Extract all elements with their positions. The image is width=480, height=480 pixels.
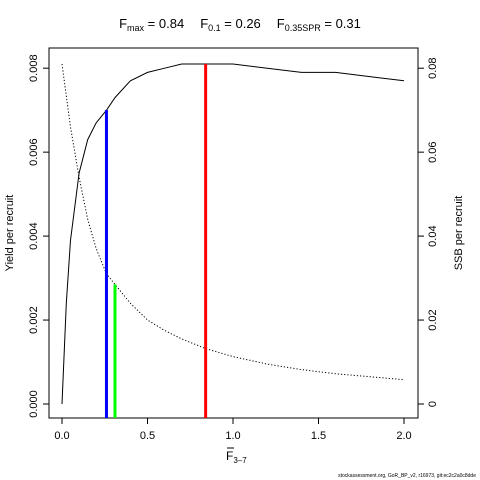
y-left-tick-label: 0.008: [28, 54, 40, 82]
plot-frame: [48, 47, 419, 419]
title-symbol: F: [119, 16, 127, 31]
yield-per-recruit-line: [61, 63, 405, 405]
y-right-tick-label: 0.02: [427, 309, 439, 330]
x-axis-label: F3–7: [226, 449, 247, 465]
chart-title: Fmax = 0.84 F0.1 = 0.26 F0.35SPR = 0.31: [119, 16, 361, 33]
x-axis: 0.0 0.5 1.0 1.5 2.0: [54, 418, 412, 449]
title-value: = 0.31: [321, 16, 361, 31]
x-tick-label: 0.5: [140, 430, 155, 442]
y-right-tick-label: 0.06: [427, 141, 439, 162]
y-right-tick-label: 0.04: [427, 225, 439, 246]
x-tick-label: 0.0: [54, 430, 69, 442]
x-tick-label: 1.0: [225, 430, 240, 442]
y-right-tick-label: 0.08: [427, 57, 439, 78]
y-left-tick-label: 0.002: [28, 306, 40, 334]
x-label-subscript: 3–7: [233, 456, 247, 465]
x-tick-label: 1.5: [311, 430, 326, 442]
y-axis-right: 0 0.02 0.04 0.06 0.08: [418, 57, 439, 407]
title-value: = 0.26: [221, 16, 261, 31]
title-symbol: F: [277, 16, 285, 31]
y-left-tick-label: 0.004: [28, 222, 40, 250]
reference-lines: [104, 64, 208, 418]
title-subscript: 0.35SPR: [285, 23, 322, 33]
y-left-tick-label: 0.006: [28, 138, 40, 166]
series-group: [61, 63, 405, 405]
title-value: = 0.84: [144, 16, 184, 31]
ssb-per-recruit-line: [61, 63, 405, 381]
title-subscript: max: [127, 23, 145, 33]
plot-border: [48, 47, 419, 419]
title-subscript: 0.1: [208, 23, 221, 33]
y-axis-left-label: Yield per recruit: [4, 195, 16, 272]
footer-note: stockassessment.org, GoR_BP_v2, r16973, …: [338, 473, 476, 479]
x-tick-label: 2.0: [396, 430, 411, 442]
y-right-tick-label: 0: [427, 401, 439, 407]
y-left-tick-label: 0.000: [28, 390, 40, 418]
y-axis-right-label: SSB per recruit: [453, 196, 465, 271]
x-label-symbol: F: [226, 449, 233, 463]
y-axis-left: 0.000 0.002 0.004 0.006 0.008: [28, 54, 49, 418]
title-symbol: F: [200, 16, 208, 31]
